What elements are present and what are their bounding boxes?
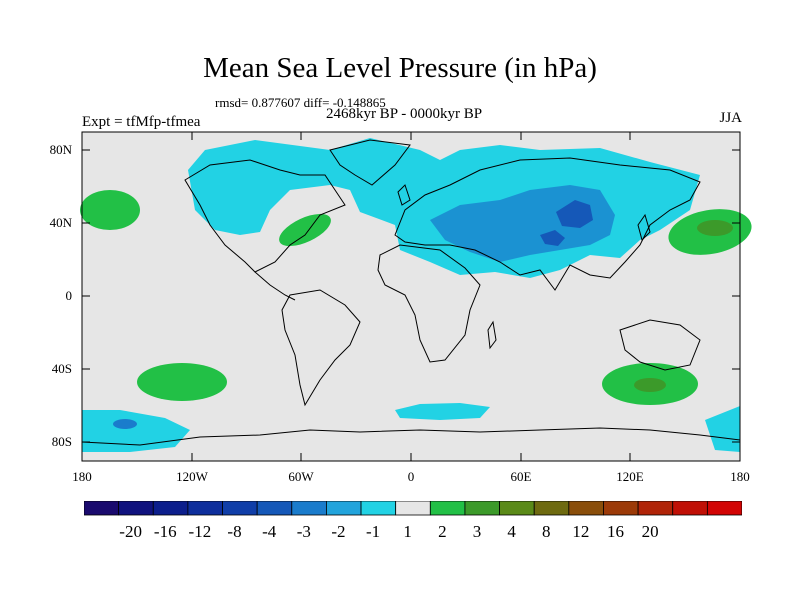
colorbar-box bbox=[672, 501, 708, 516]
colorbar-label: -2 bbox=[331, 522, 346, 541]
colorbar-box bbox=[187, 501, 223, 516]
colorbar-box bbox=[603, 501, 639, 516]
colorbar-box bbox=[256, 501, 293, 516]
colorbar-label: 8 bbox=[541, 522, 551, 541]
colorbar-label: -20 bbox=[119, 522, 142, 541]
lon-label-180w: 180 bbox=[72, 469, 92, 484]
coastline-eurasia bbox=[394, 157, 701, 291]
negative-region-southern-ocean-east bbox=[705, 406, 740, 452]
colorbar-box bbox=[464, 501, 500, 516]
colorbar-box bbox=[499, 501, 535, 516]
colorbar-label: 16 bbox=[606, 522, 624, 541]
colorbar-box bbox=[637, 501, 674, 516]
lon-label-120e: 120E bbox=[616, 469, 644, 484]
colorbar-box bbox=[360, 501, 397, 516]
map-title: Mean Sea Level Pressure (in hPa) bbox=[203, 52, 597, 84]
colorbar-box bbox=[84, 501, 120, 516]
lat-label-80n: 80N bbox=[49, 142, 72, 157]
colorbar-box bbox=[533, 501, 570, 516]
colorbar-box bbox=[395, 501, 431, 516]
colorbar-label: -1 bbox=[365, 522, 381, 541]
colorbar-label: -4 bbox=[262, 522, 277, 541]
coastline-uk bbox=[397, 184, 411, 206]
colorbar-label: -16 bbox=[153, 522, 177, 541]
season-label: JJA bbox=[719, 110, 742, 126]
colorbar-label: 3 bbox=[472, 522, 482, 541]
coastline-south-america bbox=[281, 289, 361, 407]
stats-text: rmsd= 0.877607 diff= -0.148865 bbox=[215, 95, 386, 110]
coastline-australia bbox=[619, 319, 701, 371]
colorbar bbox=[84, 501, 742, 516]
coastline-africa bbox=[377, 244, 481, 363]
colorbar-label: -3 bbox=[296, 522, 311, 541]
experiment-text: Expt = tfMfp-tfmea bbox=[82, 114, 201, 130]
lon-label-0: 0 bbox=[407, 469, 415, 484]
colorbar-box bbox=[706, 501, 742, 516]
positive-region-north-pacific-west bbox=[80, 190, 140, 230]
colorbar-label: -8 bbox=[227, 522, 242, 541]
coastline-north-america bbox=[184, 159, 346, 273]
colorbar-box bbox=[429, 501, 466, 516]
lat-label-80s: 80S bbox=[51, 434, 72, 449]
colorbar-box bbox=[291, 501, 327, 516]
colorbar-box bbox=[326, 501, 362, 516]
coastline-greenland bbox=[329, 139, 411, 186]
negative-region-central-asia-core bbox=[556, 200, 593, 228]
colorbar-label: 4 bbox=[507, 522, 516, 541]
coastlines bbox=[81, 139, 741, 446]
positive-region-south-indian-core bbox=[634, 378, 666, 392]
colorbar-label: 1 bbox=[403, 522, 412, 541]
lon-label-60w: 60W bbox=[288, 469, 314, 484]
colorbar-box bbox=[568, 501, 604, 516]
colorbar-label: -12 bbox=[188, 522, 212, 541]
lon-label-180e: 180 bbox=[730, 469, 750, 484]
lon-label-120w: 120W bbox=[176, 469, 208, 484]
coastline-central-america bbox=[254, 271, 296, 301]
coastline-antarctica bbox=[81, 427, 741, 446]
colorbar-box bbox=[222, 501, 258, 516]
colorbar-label: 2 bbox=[438, 522, 447, 541]
lat-label-0: 0 bbox=[65, 288, 73, 303]
positive-region-north-pacific-east-core bbox=[697, 220, 733, 236]
lon-label-60e: 60E bbox=[510, 469, 532, 484]
negative-region-himalaya bbox=[540, 230, 565, 246]
colorbar-label: 12 bbox=[572, 522, 590, 541]
period-text: 2468kyr BP - 0000kyr BP bbox=[325, 106, 483, 122]
coastline-japan bbox=[637, 213, 651, 241]
positive-region-south-pacific bbox=[137, 363, 227, 401]
coastline-madagascar bbox=[487, 320, 497, 350]
positive-region-north-atlantic bbox=[279, 213, 331, 247]
axis-ticks bbox=[82, 132, 740, 461]
negative-region-southern-atlantic bbox=[395, 403, 490, 420]
negative-region-southern-ocean-west-core bbox=[113, 419, 137, 429]
colorbar-box bbox=[118, 501, 154, 516]
colorbar-box bbox=[152, 501, 189, 516]
lat-label-40n: 40N bbox=[49, 215, 72, 230]
colorbar-label: 20 bbox=[641, 522, 659, 541]
lat-label-40s: 40S bbox=[51, 361, 72, 376]
